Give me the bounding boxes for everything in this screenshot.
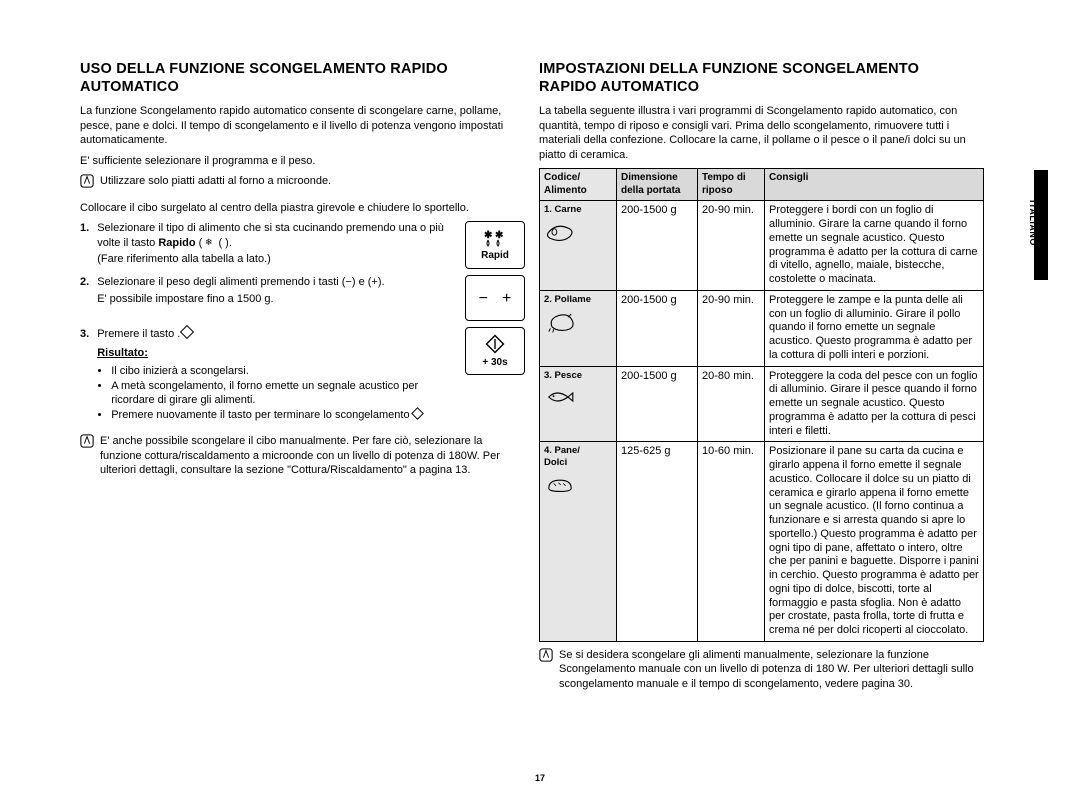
th-rest: Tempo diriposo [698,169,765,201]
defrost-table: Codice/Alimento Dimensionedella portata … [539,168,984,642]
table-row: 2. Pollame200-1500 g20-90 min.Proteggere… [540,290,984,366]
rapid-glyph-icon: ❄ [205,237,217,247]
th-dim: Dimensionedella portata [617,169,698,201]
th-code: Codice/Alimento [540,169,617,201]
language-tab: ITALIANO [1028,200,1038,246]
left-column: USO DELLA FUNZIONE SCONGELAMENTO RAPIDO … [80,60,525,703]
step-2: 2. Selezionare il peso degli alimenti pr… [80,275,525,321]
note-icon [80,434,94,448]
table-row: 4. Pane/Dolci125-625 g10-60 min.Posizion… [540,442,984,642]
svg-text:❄: ❄ [205,237,213,247]
left-intro-2: E' sufficiente selezionare il programma … [80,154,525,169]
rapid-button[interactable]: ✱✱ Rapid [465,221,525,269]
minus-plus-button[interactable]: − + [465,275,525,321]
snowflake-drops-icon: ✱✱ [480,228,510,248]
note-icon [80,174,94,188]
step-1: 1. Selezionare il tipo di alimento che s… [80,221,525,269]
th-tips: Consigli [765,169,984,201]
step-3: 3. Premere il tasto . Risultato: Il cibo… [80,327,525,428]
result-bullet-2: A metà scongelamento, il forno emette un… [111,379,459,408]
start-diamond-icon [484,333,506,355]
table-row: 1. Carne200-1500 g20-90 min.Proteggere i… [540,201,984,291]
right-intro: La tabella seguente illustra i vari prog… [539,104,984,162]
right-column: IMPOSTAZIONI DELLA FUNZIONE SCONGELAMENT… [539,60,984,703]
left-heading: USO DELLA FUNZIONE SCONGELAMENTO RAPIDO … [80,60,525,96]
start-30s-button[interactable]: + 30s [465,327,525,375]
page-number: 17 [0,773,1080,783]
note-manual-180w: Se si desidera scongelare gli alimenti m… [539,648,984,698]
result-bullet-1: Il cibo inizierà a scongelarsi. [111,364,459,379]
note-plates: Utilizzare solo piatti adatti al forno a… [80,174,525,195]
right-heading: IMPOSTAZIONI DELLA FUNZIONE SCONGELAMENT… [539,60,984,96]
result-bullet-3: Premere nuovamente il tasto per terminar… [111,408,459,423]
note-manual-defrost: E' anche possibile scongelare il cibo ma… [80,434,525,484]
note-icon [539,648,553,662]
left-intro-1: La funzione Scongelamento rapido automat… [80,104,525,148]
svg-text:✱: ✱ [484,230,493,241]
table-row: 3. Pesce200-1500 g20-80 min.Proteggere l… [540,366,984,442]
svg-text:✱: ✱ [495,230,504,241]
manual-page: ITALIANO USO DELLA FUNZIONE SCONGELAMENT… [0,0,1080,789]
pre-steps: Collocare il cibo surgelato al centro de… [80,201,525,216]
